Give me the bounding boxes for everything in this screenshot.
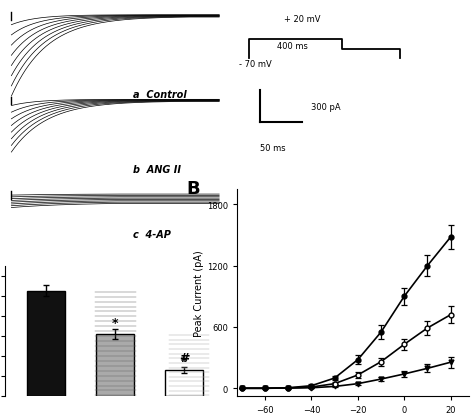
Bar [27, 291, 65, 396]
Bar [96, 334, 134, 396]
Text: - 70 mV: - 70 mV [239, 60, 272, 69]
Text: #: # [179, 351, 190, 364]
Text: 50 ms: 50 ms [260, 144, 286, 152]
Text: c  4-AP: c 4-AP [133, 229, 171, 239]
Y-axis label: Peak Current (pA): Peak Current (pA) [194, 250, 204, 336]
Text: 400 ms: 400 ms [277, 42, 308, 51]
Text: 300 pA: 300 pA [311, 102, 341, 112]
Text: + 20 mV: + 20 mV [284, 15, 320, 24]
Bar [165, 370, 203, 396]
Text: b  ANG II: b ANG II [133, 165, 181, 175]
Text: B: B [186, 179, 200, 197]
Text: *: * [112, 316, 118, 329]
Text: a  Control: a Control [133, 90, 187, 100]
Text: *: * [181, 354, 188, 368]
